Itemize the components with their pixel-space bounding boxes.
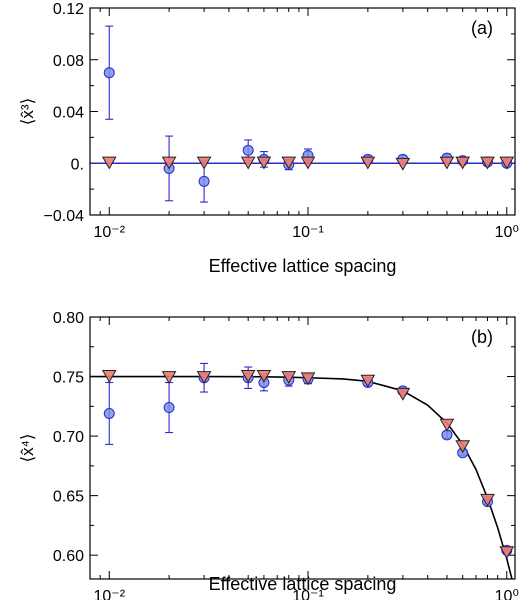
fit-line bbox=[90, 375, 513, 579]
circle-point bbox=[198, 175, 210, 187]
triangle-point bbox=[256, 369, 272, 383]
triangle-point bbox=[395, 387, 411, 401]
panel-b: 10⁻² 10⁻¹ 10⁰0.600.650.700.750.80(b)Effect… bbox=[18, 310, 519, 605]
triangle-point bbox=[196, 156, 212, 170]
triangle-point bbox=[439, 418, 455, 432]
triangle-point bbox=[196, 371, 212, 385]
triangle-point bbox=[300, 156, 316, 170]
circle-point bbox=[103, 407, 115, 419]
y-tick-label: 0.65 bbox=[53, 489, 84, 506]
triangle-point bbox=[499, 156, 515, 170]
triangle-point bbox=[395, 157, 411, 171]
triangle-point bbox=[161, 156, 177, 170]
triangle-point bbox=[300, 372, 316, 386]
x-axis-label: Effective lattice spacing bbox=[209, 256, 397, 276]
panel-label: (a) bbox=[471, 18, 493, 38]
x-tick-label: 10⁰ bbox=[495, 224, 519, 241]
circle-point bbox=[242, 144, 254, 156]
triangle-point bbox=[480, 156, 495, 170]
circle-point bbox=[163, 402, 175, 414]
triangle-point bbox=[161, 371, 177, 385]
x-tick-label: 10⁻² bbox=[93, 224, 125, 241]
triangle-point bbox=[101, 156, 117, 170]
y-axis-label: ⟨x̂³⟩ bbox=[18, 98, 37, 125]
y-tick-label: −0.04 bbox=[44, 208, 85, 225]
triangle-point bbox=[256, 156, 272, 170]
x-tick-label: 10⁻² bbox=[93, 588, 125, 600]
x-axis-label: Effective lattice spacing bbox=[209, 574, 397, 594]
panel-a: 10⁻² 10⁻¹ 10⁰ −0.04 0. 0.04 0.08 0.12 (a) Effecti… bbox=[18, 1, 519, 276]
triangle-point bbox=[360, 156, 376, 170]
y-axis-label: ⟨x̂⁴⟩ bbox=[18, 433, 37, 462]
y-tick-label: 0.75 bbox=[53, 370, 84, 387]
triangle-point bbox=[499, 546, 515, 560]
plot-frame bbox=[89, 316, 516, 580]
x-tick-label: 10⁰ bbox=[495, 588, 519, 600]
y-tick-label: 0. bbox=[71, 156, 84, 173]
y-tick-label: 0.12 bbox=[53, 1, 84, 18]
triangle-point bbox=[439, 156, 455, 170]
y-tick-label: 0.70 bbox=[53, 429, 84, 446]
x-tick-label: 10⁻¹ bbox=[292, 224, 324, 241]
panel-label: (b) bbox=[471, 327, 493, 347]
y-tick-label: 0.04 bbox=[53, 105, 84, 122]
plot-frame bbox=[89, 7, 516, 216]
triangle-point bbox=[360, 374, 376, 388]
y-tick-label: 0.80 bbox=[53, 310, 84, 327]
triangle-point bbox=[455, 156, 471, 170]
triangle-point bbox=[240, 156, 256, 170]
y-tick-label: 0.08 bbox=[53, 53, 84, 70]
plot-area bbox=[90, 25, 515, 203]
plot-area bbox=[90, 362, 515, 579]
triangle-point bbox=[455, 440, 471, 454]
y-tick-label: 0.60 bbox=[53, 548, 84, 565]
triangle-point bbox=[281, 156, 297, 170]
triangle-point bbox=[281, 371, 297, 385]
triangle-point bbox=[240, 369, 256, 383]
triangle-point bbox=[101, 369, 117, 383]
triangle-point bbox=[480, 493, 495, 507]
circle-point bbox=[103, 67, 115, 79]
